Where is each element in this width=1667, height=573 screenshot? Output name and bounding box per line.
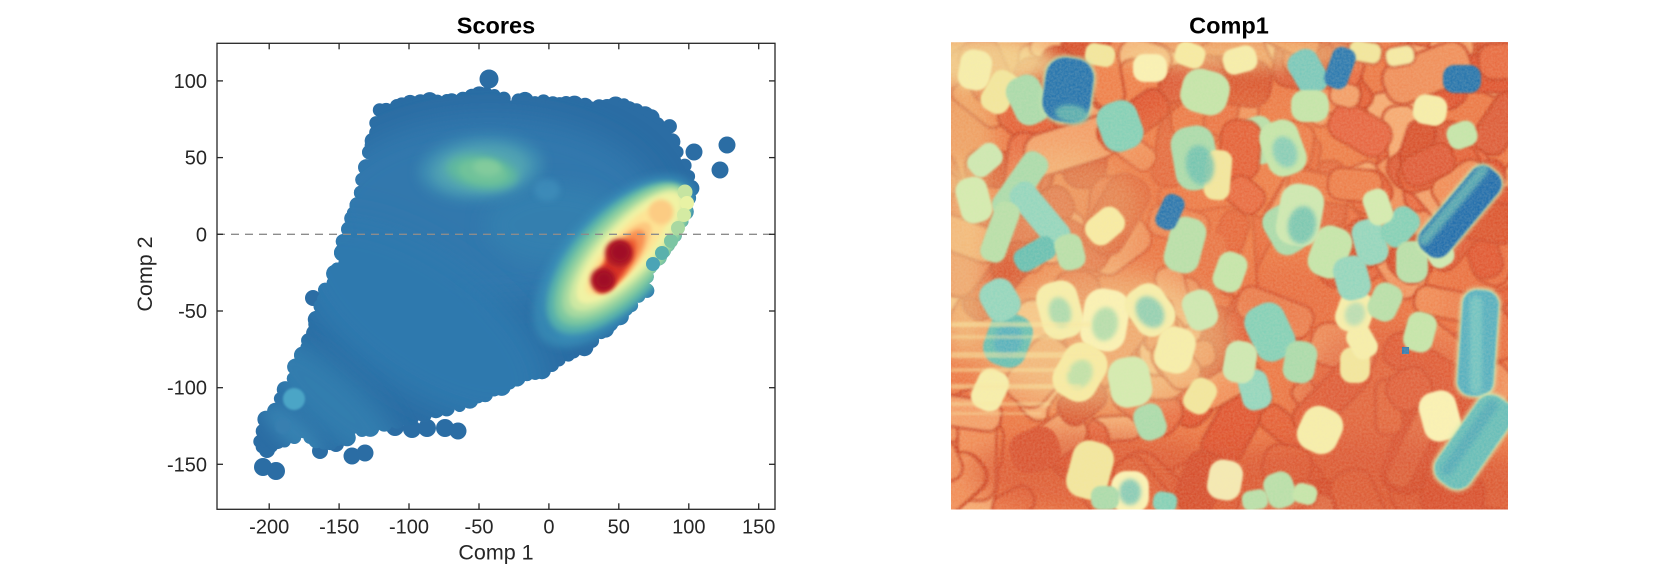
svg-text:-200: -200 xyxy=(249,517,289,539)
svg-text:-100: -100 xyxy=(167,378,207,400)
svg-text:100: 100 xyxy=(672,517,705,539)
svg-text:150: 150 xyxy=(742,517,775,539)
svg-text:Comp 1: Comp 1 xyxy=(458,541,533,565)
svg-text:Scores: Scores xyxy=(457,13,535,39)
svg-text:50: 50 xyxy=(608,517,630,539)
svg-text:-50: -50 xyxy=(178,301,207,323)
svg-text:Comp 2: Comp 2 xyxy=(133,236,157,311)
svg-text:-150: -150 xyxy=(319,517,359,539)
svg-text:-100: -100 xyxy=(389,517,429,539)
svg-text:0: 0 xyxy=(196,224,207,246)
svg-text:50: 50 xyxy=(185,148,207,170)
svg-text:100: 100 xyxy=(174,71,207,93)
svg-text:Comp1: Comp1 xyxy=(1189,13,1269,39)
svg-text:-50: -50 xyxy=(465,517,494,539)
svg-text:-150: -150 xyxy=(167,454,207,476)
svg-text:0: 0 xyxy=(543,517,554,539)
